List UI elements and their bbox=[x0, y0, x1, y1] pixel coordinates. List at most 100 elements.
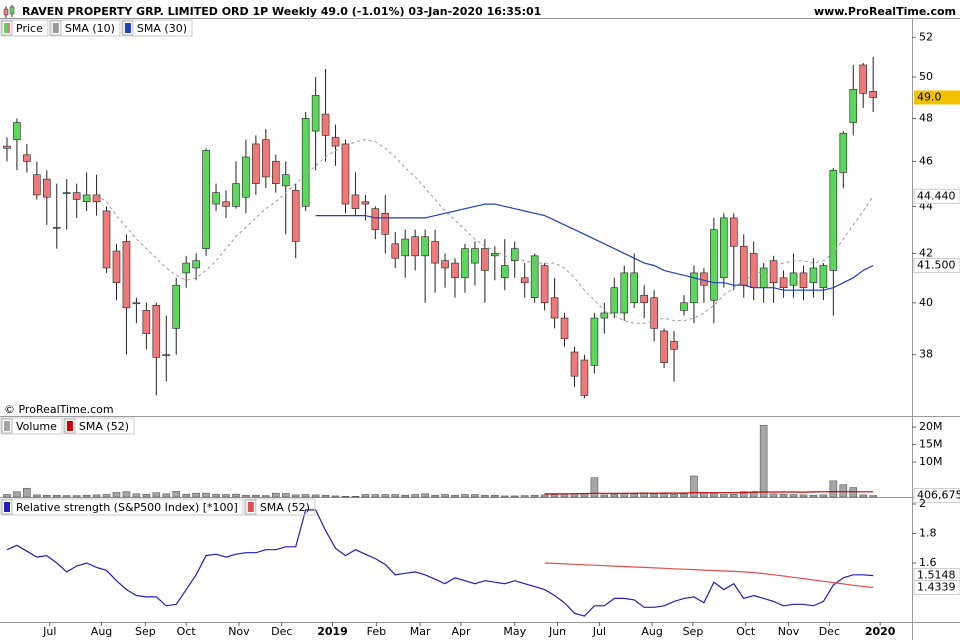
candle-body bbox=[301, 118, 310, 207]
candle-body bbox=[869, 90, 877, 98]
x-tick-label: May bbox=[503, 625, 526, 638]
bar bbox=[82, 494, 91, 498]
candle-body bbox=[82, 194, 91, 203]
candle-body bbox=[739, 245, 748, 286]
legend-swatch bbox=[66, 421, 73, 431]
legend-label: Price bbox=[16, 22, 43, 35]
plot bbox=[3, 57, 877, 399]
plot bbox=[3, 425, 877, 498]
bar bbox=[361, 494, 370, 498]
bar bbox=[232, 493, 240, 498]
legend-label: SMA (52) bbox=[79, 420, 129, 433]
bar bbox=[650, 493, 658, 498]
value-label: 41.500 bbox=[917, 259, 956, 272]
candle-body bbox=[13, 122, 21, 140]
bar bbox=[501, 495, 509, 498]
candle-body bbox=[819, 265, 828, 289]
bar bbox=[421, 493, 429, 498]
candle-body bbox=[779, 277, 788, 289]
candle-body bbox=[23, 154, 31, 162]
bar bbox=[122, 491, 131, 498]
y-tick-label: 50 bbox=[919, 70, 933, 83]
y-tick-label: 1.6 bbox=[919, 556, 937, 569]
legend-label: SMA (10) bbox=[65, 22, 115, 35]
candle-body bbox=[222, 201, 230, 207]
candle-body bbox=[281, 174, 290, 187]
candle-body bbox=[262, 139, 270, 178]
bar bbox=[829, 480, 838, 498]
legend-frame bbox=[63, 417, 135, 435]
bar bbox=[33, 494, 41, 498]
candle-body bbox=[33, 174, 41, 196]
legend-frame bbox=[0, 19, 49, 37]
bar bbox=[281, 493, 290, 498]
bar bbox=[311, 494, 320, 498]
candle-body bbox=[421, 236, 429, 257]
legend-label: SMA (52) bbox=[260, 501, 310, 514]
value-label: 406,675 bbox=[917, 489, 960, 502]
value-label: 1.5148 bbox=[917, 569, 956, 582]
candle-body bbox=[401, 238, 410, 257]
candle-body bbox=[481, 248, 489, 271]
bar bbox=[441, 494, 449, 498]
candle-body bbox=[501, 265, 509, 279]
candle-body bbox=[242, 156, 250, 198]
logo bbox=[3, 5, 15, 18]
candle-body bbox=[789, 272, 798, 286]
candle-body bbox=[72, 192, 81, 200]
candle-body bbox=[182, 262, 190, 274]
candle-body bbox=[451, 262, 459, 279]
bar bbox=[72, 495, 81, 498]
x-tick-label: Nov bbox=[228, 625, 250, 638]
candle-body bbox=[471, 248, 479, 264]
x-tick-label: Dec bbox=[819, 625, 840, 638]
candle-body bbox=[690, 272, 698, 304]
candle-body bbox=[849, 88, 858, 123]
bar bbox=[610, 493, 619, 498]
bar bbox=[720, 494, 728, 498]
line-series bbox=[6, 509, 874, 617]
candle-body bbox=[252, 143, 260, 184]
candle-body bbox=[620, 272, 629, 314]
bar bbox=[192, 492, 200, 498]
candle-body bbox=[520, 277, 529, 284]
candle-body bbox=[769, 260, 778, 284]
bar bbox=[23, 487, 31, 498]
legend-frame bbox=[121, 19, 193, 37]
candle-body bbox=[720, 217, 728, 279]
x-tick-label: 2020 bbox=[865, 625, 896, 638]
bar bbox=[620, 493, 629, 498]
bar bbox=[749, 492, 758, 498]
plot bbox=[6, 509, 874, 617]
bar bbox=[670, 493, 678, 498]
bar bbox=[660, 493, 668, 498]
legend-label: Relative strength (S&P500 Index) [*100] bbox=[16, 501, 238, 514]
value-label-bg bbox=[914, 90, 960, 105]
bar bbox=[172, 491, 181, 498]
line-series bbox=[96, 139, 874, 324]
bar bbox=[371, 494, 380, 498]
bar bbox=[461, 494, 469, 498]
chart-title: RAVEN PROPERTY GRP. LIMITED ORD 1P Weekl… bbox=[22, 5, 541, 18]
candle-body bbox=[560, 317, 569, 340]
legend-frame bbox=[244, 498, 316, 516]
bar bbox=[809, 494, 818, 498]
x-tick-label: Jul bbox=[592, 625, 606, 638]
bar bbox=[540, 494, 549, 498]
bar bbox=[769, 493, 778, 498]
bar bbox=[262, 495, 270, 498]
legend-label: SMA (30) bbox=[137, 22, 187, 35]
candle-body bbox=[759, 267, 768, 289]
bar bbox=[152, 492, 161, 498]
x-tick-label: Mar bbox=[410, 625, 431, 638]
bar bbox=[92, 494, 101, 498]
bar bbox=[411, 494, 419, 498]
y-tick-label: 15M bbox=[919, 438, 943, 451]
bar bbox=[391, 494, 400, 498]
watermark: © ProRealTime.com bbox=[4, 403, 114, 416]
bar bbox=[162, 493, 171, 498]
bar bbox=[52, 494, 61, 498]
legend-swatch bbox=[7, 23, 10, 33]
legend-frame bbox=[0, 498, 244, 516]
candle-body bbox=[580, 359, 589, 396]
